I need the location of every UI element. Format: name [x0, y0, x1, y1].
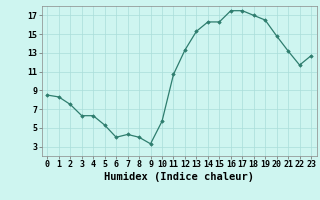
X-axis label: Humidex (Indice chaleur): Humidex (Indice chaleur) — [104, 172, 254, 182]
